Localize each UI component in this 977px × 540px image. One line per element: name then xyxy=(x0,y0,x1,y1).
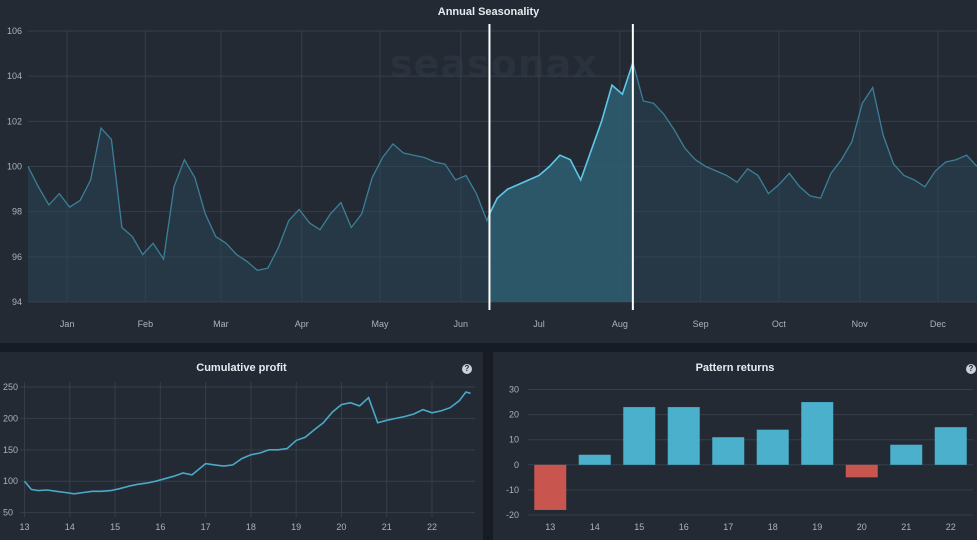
x-tick-label: 14 xyxy=(65,522,75,532)
x-tick-label: 14 xyxy=(590,522,600,532)
x-tick-label: Aug xyxy=(612,319,628,329)
y-tick-label: 100 xyxy=(7,162,22,172)
return-bar xyxy=(578,454,611,465)
y-tick-label: 50 xyxy=(3,508,13,518)
pattern-returns-panel: Pattern returns ? 30 20 10 0 -10 -20 13 14 15 16 1… xyxy=(493,352,977,540)
y-tick-label: 96 xyxy=(12,252,22,262)
x-tick-label: Oct xyxy=(772,319,787,329)
return-bar xyxy=(623,407,656,465)
annual-seasonality-panel: Annual Seasonality seasonax 106 104 102 100… xyxy=(0,0,977,343)
y-tick-label: 10 xyxy=(509,435,519,445)
x-tick-label: Mar xyxy=(213,319,229,329)
y-tick-label: 20 xyxy=(509,410,519,420)
x-tick-label: 21 xyxy=(382,522,392,532)
y-tick-label: 30 xyxy=(509,385,519,395)
x-tick-label: Jul xyxy=(533,319,545,329)
x-tick-label: 15 xyxy=(110,522,120,532)
x-tick-label: Sep xyxy=(693,319,709,329)
x-tick-label: 17 xyxy=(201,522,211,532)
y-tick-label: 250 xyxy=(3,382,18,392)
x-tick-label: 13 xyxy=(20,522,30,532)
x-tick-label: 20 xyxy=(857,522,867,532)
return-bar xyxy=(667,407,700,465)
x-tick-label: May xyxy=(371,319,389,329)
seasonality-area xyxy=(28,62,977,302)
return-bar xyxy=(890,444,923,465)
x-tick-label: Feb xyxy=(138,319,154,329)
y-tick-label: 200 xyxy=(3,413,18,423)
highlight-series-line xyxy=(488,62,634,215)
x-tick-label: 18 xyxy=(246,522,256,532)
x-tick-label: Jun xyxy=(454,319,469,329)
help-icon[interactable]: ? xyxy=(462,364,472,374)
x-tick-label: 19 xyxy=(812,522,822,532)
cumulative-profit-line xyxy=(23,391,471,495)
return-bar xyxy=(756,429,789,465)
return-bar xyxy=(534,464,567,510)
x-tick-label: Apr xyxy=(295,319,309,329)
return-bar xyxy=(712,437,745,465)
y-tick-label: -20 xyxy=(506,510,519,520)
y-tick-label: 100 xyxy=(3,476,18,486)
x-tick-label: 22 xyxy=(427,522,437,532)
return-bar xyxy=(801,402,834,465)
x-tick-label: Nov xyxy=(852,319,869,329)
x-tick-label: 20 xyxy=(336,522,346,532)
x-tick-label: 15 xyxy=(634,522,644,532)
return-bar xyxy=(845,464,878,478)
x-tick-label: Jan xyxy=(60,319,75,329)
y-tick-label: 0 xyxy=(514,460,519,470)
highlight-area xyxy=(489,62,633,302)
pattern-returns-chart[interactable]: 30 20 10 0 -10 -20 13 14 15 16 17 18 19 20 21 22 xyxy=(493,352,977,540)
x-tick-label: 17 xyxy=(723,522,733,532)
x-tick-label: 13 xyxy=(545,522,555,532)
x-tick-label: 16 xyxy=(155,522,165,532)
y-tick-label: 150 xyxy=(3,445,18,455)
cumulative-profit-panel: Cumulative profit ? 250 200 150 100 50 13 14 15… xyxy=(0,352,483,540)
seasonax-watermark-logo: seasonax xyxy=(390,42,598,86)
help-icon[interactable]: ? xyxy=(966,364,976,374)
x-tick-label: 16 xyxy=(679,522,689,532)
return-bar xyxy=(934,427,967,465)
y-tick-label: 104 xyxy=(7,71,22,81)
x-tick-label: 21 xyxy=(901,522,911,532)
cumulative-profit-chart[interactable]: 250 200 150 100 50 13 14 15 16 17 18 19 20 21 22 xyxy=(0,352,483,540)
y-tick-label: 106 xyxy=(7,26,22,36)
returns-chart-title: Pattern returns xyxy=(695,362,775,374)
y-tick-label: 102 xyxy=(7,116,22,126)
x-tick-label: 22 xyxy=(946,522,956,532)
x-tick-label: Dec xyxy=(930,319,947,329)
y-tick-label: -10 xyxy=(506,485,519,495)
x-tick-label: 19 xyxy=(291,522,301,532)
y-tick-label: 94 xyxy=(12,297,22,307)
y-tick-label: 98 xyxy=(12,207,22,217)
x-tick-label: 18 xyxy=(768,522,778,532)
cumulative-chart-title: Cumulative profit xyxy=(196,362,287,374)
seasonality-chart[interactable]: 106 104 102 100 98 96 94 Jan Feb Mar Apr May Jun Jul A… xyxy=(0,0,977,343)
seasonality-chart-title: Annual Seasonality xyxy=(437,6,540,18)
